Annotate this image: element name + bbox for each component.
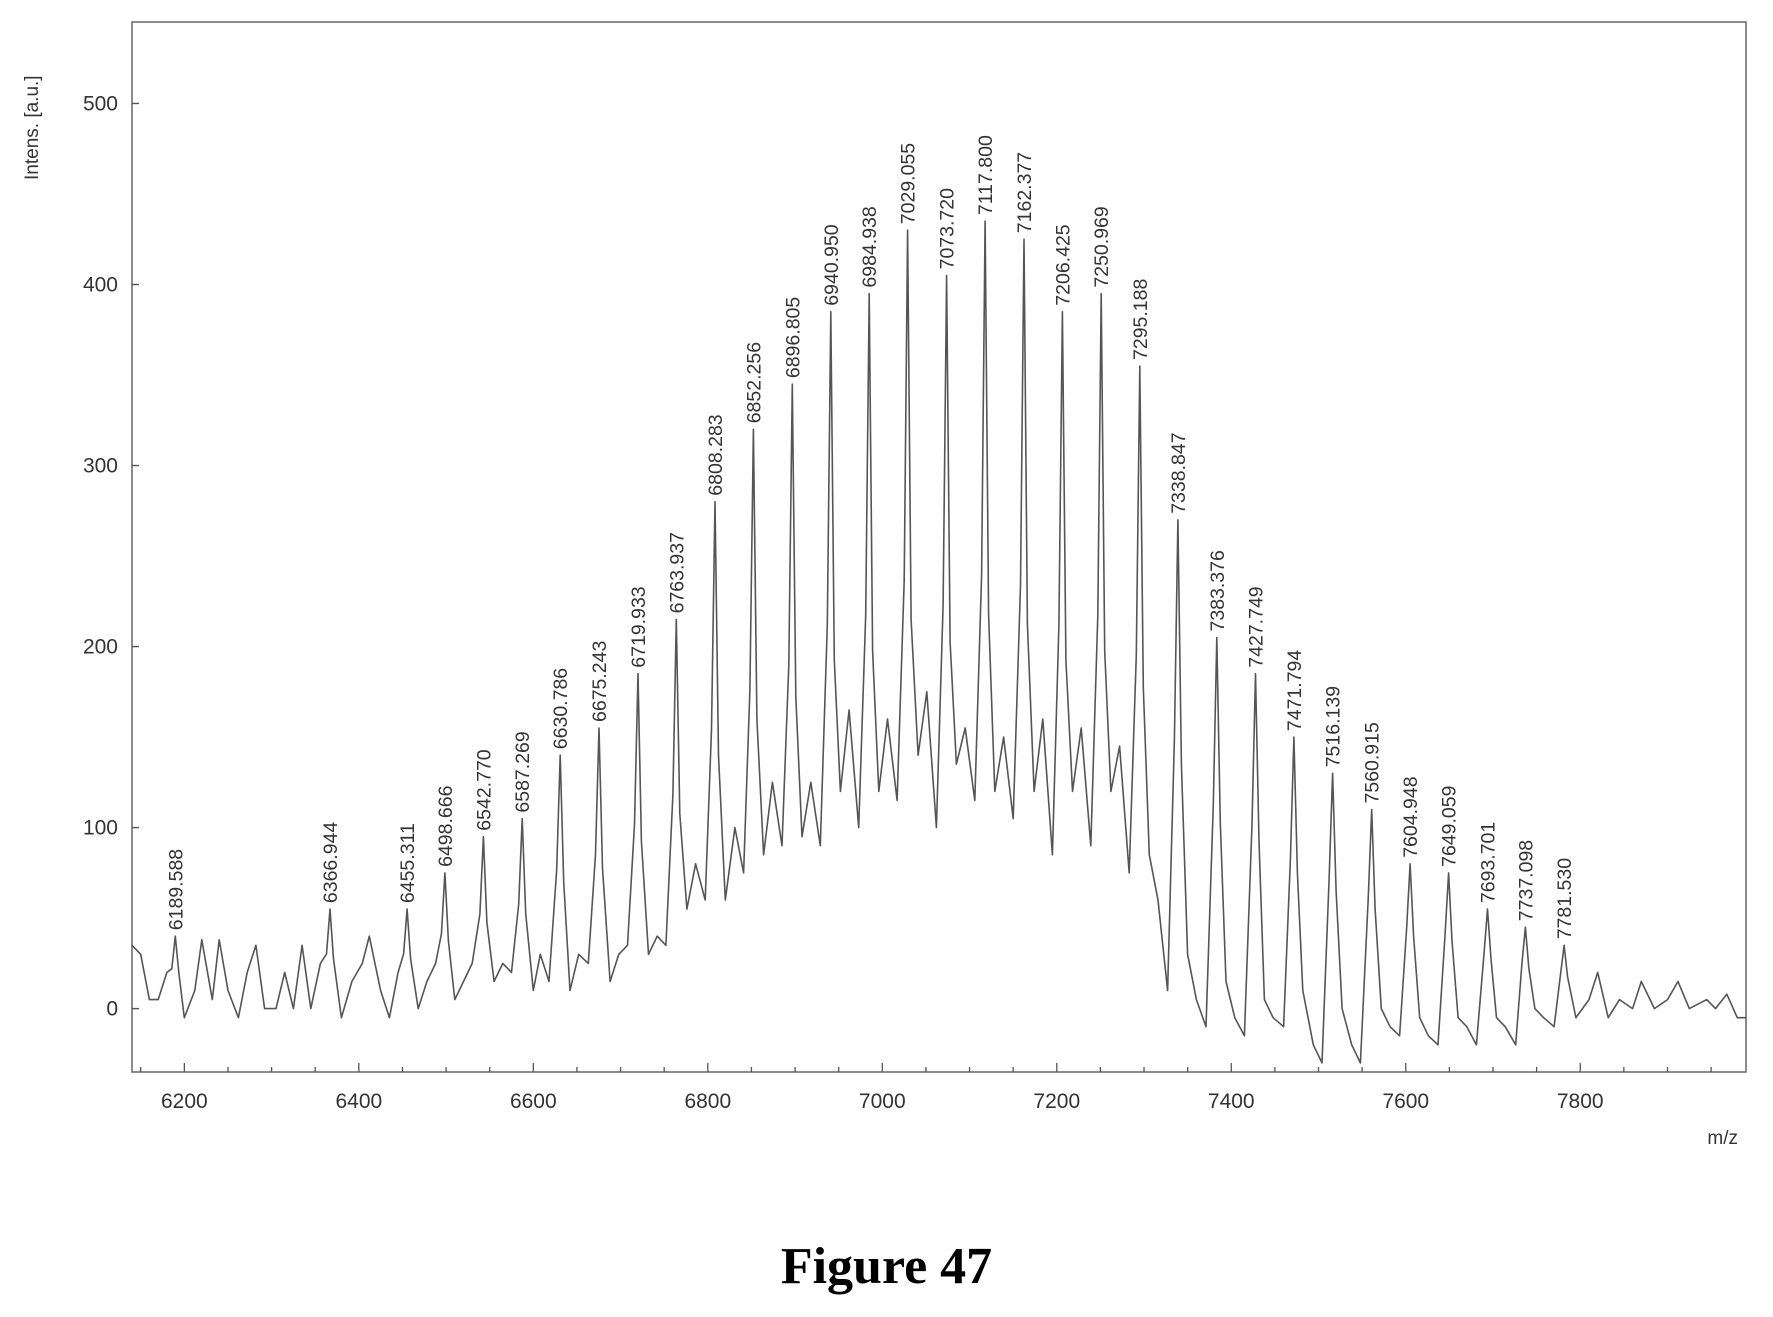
peak-label: 7206.425: [1052, 224, 1074, 305]
x-tick-label: 6400: [335, 1090, 382, 1113]
peak-label: 6189.588: [165, 849, 187, 930]
peak-label: 6940.950: [821, 224, 843, 305]
peak-label: 6763.937: [666, 532, 688, 613]
y-tick-label: 0: [106, 998, 118, 1021]
y-axis: 0 100 200 300 400 500: [83, 92, 139, 1021]
figure-caption: Figure 47: [780, 1238, 993, 1295]
y-tick-label: 300: [83, 455, 118, 478]
peak-label: 7737.098: [1515, 840, 1537, 921]
spectrum-trace: [131, 220, 1746, 1064]
y-tick-label: 200: [83, 636, 118, 659]
peak-label: 6630.786: [550, 668, 572, 749]
y-tick-label: 400: [83, 274, 118, 297]
peak-label: 7781.530: [1554, 858, 1576, 939]
x-tick-label: 6200: [161, 1090, 208, 1113]
peak-label: 7250.969: [1091, 206, 1113, 287]
peak-label: 7516.139: [1323, 686, 1345, 767]
peak-label: 6896.805: [782, 297, 804, 378]
y-axis-title: Intens. [a.u.]: [22, 75, 43, 180]
x-tick-label: 6800: [684, 1090, 731, 1113]
x-tick-label: 7000: [859, 1090, 906, 1113]
peak-label: 6675.243: [589, 641, 611, 722]
x-tick-label: 7200: [1033, 1090, 1080, 1113]
peak-label: 7604.948: [1400, 776, 1422, 857]
peak-label: 6366.944: [320, 822, 342, 903]
x-tick-label: 7400: [1208, 1090, 1255, 1113]
y-tick-label: 100: [83, 817, 118, 840]
x-axis-title: m/z: [1707, 1128, 1738, 1149]
peak-label: 6852.256: [743, 342, 765, 423]
x-tick-label: 7600: [1382, 1090, 1429, 1113]
peak-label: 7471.794: [1284, 650, 1306, 731]
peak-label: 7560.915: [1362, 722, 1384, 803]
peak-labels: 6189.588 6366.944 6455.311 6498.666 6542.770…: [165, 135, 1576, 939]
peak-label: 6498.666: [435, 786, 457, 867]
x-axis: 6200 6400 6600 6800 7000 7200 7400 7600 7800: [140, 1063, 1712, 1113]
peak-label: 7427.749: [1246, 586, 1268, 667]
peak-label: 7649.059: [1439, 786, 1461, 867]
peak-label: 6587.269: [512, 731, 534, 812]
y-tick-label: 500: [83, 92, 118, 115]
peak-label: 7073.720: [937, 188, 959, 269]
peak-label: 7693.701: [1478, 822, 1500, 903]
plot-frame: [131, 21, 1747, 1073]
peak-label: 6719.933: [628, 586, 650, 667]
x-tick-label: 7800: [1557, 1090, 1604, 1113]
x-tick-label: 6600: [510, 1090, 557, 1113]
peak-label: 7295.188: [1130, 279, 1152, 360]
peak-label: 7117.800: [975, 135, 997, 215]
peak-label: 6984.938: [859, 206, 881, 287]
peak-label: 7162.377: [1014, 152, 1036, 233]
peak-label: 6808.283: [705, 414, 727, 495]
peak-label: 6455.311: [397, 823, 419, 903]
peak-label: 6542.770: [473, 749, 495, 830]
peak-label: 7338.847: [1168, 432, 1190, 513]
peak-label: 7383.376: [1207, 550, 1229, 631]
peak-label: 7029.055: [898, 143, 920, 224]
